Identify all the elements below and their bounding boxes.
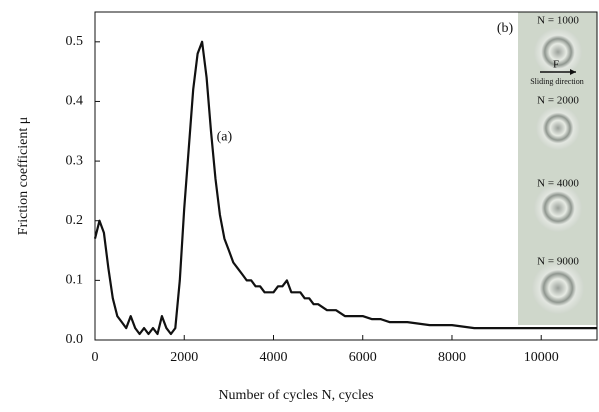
panel-label: N = 1000 <box>537 15 579 27</box>
panel-label: N = 4000 <box>537 178 579 190</box>
x-tick-label: 8000 <box>438 350 466 365</box>
y-tick-label: 0.1 <box>66 273 84 288</box>
x-tick-label: 4000 <box>259 350 287 365</box>
x-tick-label: 0 <box>92 350 99 365</box>
photo <box>534 28 582 76</box>
arrow-label: F <box>553 59 559 71</box>
photo <box>534 184 582 232</box>
y-tick-label: 0.3 <box>66 153 84 168</box>
y-tick-label: 0.4 <box>66 94 84 109</box>
x-axis-label: Number of cycles N, cycles <box>218 388 373 403</box>
inset-label: (b) <box>497 21 514 36</box>
x-tick-label: 2000 <box>170 350 198 365</box>
x-tick-label: 10000 <box>524 350 559 365</box>
photo <box>536 106 580 150</box>
panel-label: N = 2000 <box>537 95 579 107</box>
inset <box>518 12 597 325</box>
data-line <box>93 40 597 336</box>
annotation: (a) <box>217 129 233 144</box>
x-tick-label: 6000 <box>349 350 377 365</box>
y-tick-label: 0.2 <box>66 213 84 228</box>
panel-label: N = 9000 <box>537 256 579 268</box>
photo <box>532 262 584 314</box>
arrow-head <box>570 69 576 75</box>
direction-label: Sliding direction <box>530 77 584 86</box>
y-axis-label: Friction coefficient μ <box>16 117 31 235</box>
y-tick-label: 0.5 <box>66 34 84 49</box>
plot-frame <box>94 11 598 341</box>
y-tick-label: 0.0 <box>66 332 84 347</box>
